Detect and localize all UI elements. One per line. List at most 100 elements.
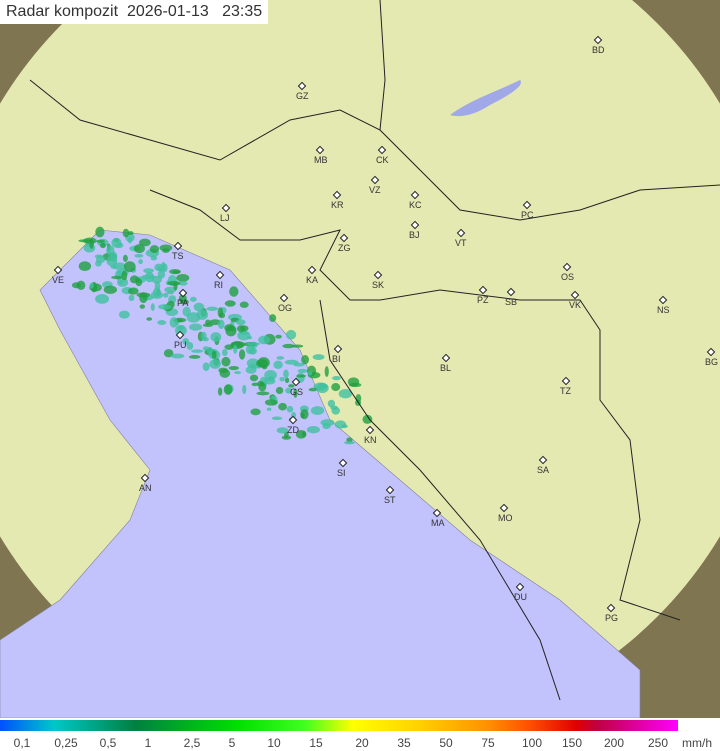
city-marker: GZ xyxy=(296,81,309,101)
city-marker: SI xyxy=(337,458,348,478)
rain-cell xyxy=(247,336,253,340)
rain-cell xyxy=(118,280,124,284)
rain-cell xyxy=(239,301,249,308)
city-label: GS xyxy=(290,387,303,397)
rain-cell xyxy=(128,294,135,302)
rain-cell xyxy=(139,292,148,304)
rain-cell xyxy=(291,344,304,348)
legend-label: 35 xyxy=(397,736,411,750)
city-label: VK xyxy=(569,300,581,310)
rain-cell xyxy=(122,254,128,262)
city-diamond-icon xyxy=(562,262,572,272)
legend-label: 250 xyxy=(647,736,669,750)
rain-cell xyxy=(288,384,295,388)
rain-cell xyxy=(111,237,122,248)
city-label: BL xyxy=(440,363,451,373)
rain-cell xyxy=(221,349,228,356)
rain-cell xyxy=(162,263,168,273)
legend-label: 75 xyxy=(481,736,495,750)
city-marker: BL xyxy=(440,353,451,373)
rain-cell xyxy=(202,346,210,351)
rain-cell xyxy=(176,274,190,282)
rain-cell xyxy=(306,426,320,434)
city-marker: MO xyxy=(498,503,513,523)
city-diamond-icon xyxy=(365,425,375,435)
rain-cell xyxy=(189,323,203,331)
rain-cell xyxy=(95,294,110,304)
city-diamond-icon xyxy=(279,293,289,303)
rain-cell xyxy=(308,387,318,392)
legend-label: 150 xyxy=(561,736,583,750)
rain-cell xyxy=(246,342,260,346)
city-marker: MB xyxy=(314,145,328,165)
city-marker: BI xyxy=(332,344,343,364)
city-label: SI xyxy=(337,468,346,478)
rain-cell xyxy=(146,317,153,321)
city-label: DU xyxy=(514,592,527,602)
rain-cell xyxy=(78,261,92,272)
city-diamond-icon xyxy=(561,376,571,386)
rain-cell xyxy=(293,388,298,398)
city-label: TZ xyxy=(560,386,571,396)
rain-cell xyxy=(219,369,231,378)
city-marker: SK xyxy=(372,270,384,290)
rain-cell xyxy=(300,409,309,420)
rain-cell xyxy=(143,268,154,274)
city-diamond-icon xyxy=(140,473,150,483)
rain-cell xyxy=(157,269,166,279)
rain-cell xyxy=(332,376,341,381)
rain-cell xyxy=(202,362,210,372)
city-diamond-icon xyxy=(515,582,525,592)
rain-cell xyxy=(285,329,297,340)
rain-cell xyxy=(169,268,181,275)
rain-cell xyxy=(283,369,289,379)
rain-cell xyxy=(150,303,155,311)
city-label: GZ xyxy=(296,91,309,101)
rain-cell xyxy=(276,356,285,360)
rain-cell xyxy=(157,320,167,326)
rain-cell xyxy=(341,424,348,429)
city-diamond-icon xyxy=(288,415,298,425)
city-marker: SA xyxy=(537,455,549,475)
rain-cell xyxy=(310,406,325,415)
city-diamond-icon xyxy=(706,347,716,357)
rain-cell xyxy=(139,238,151,247)
city-marker: PG xyxy=(605,603,618,623)
radar-map[interactable]: VE TS LJ GZ MB CK VZ KR KC ZG BJ VT PC BD KA SK PZ SB OS VK… xyxy=(0,0,720,718)
city-label: PC xyxy=(521,210,534,220)
city-label: KC xyxy=(409,200,422,210)
city-label: ZG xyxy=(338,243,351,253)
rain-cell xyxy=(162,248,170,253)
city-diamond-icon xyxy=(456,228,466,238)
rain-cell xyxy=(331,406,341,415)
rain-cell xyxy=(296,374,306,378)
rain-cell xyxy=(170,353,185,359)
rain-cell xyxy=(308,371,313,376)
rain-cell xyxy=(164,286,177,293)
adriatic-sea xyxy=(0,229,641,718)
rain-cell xyxy=(233,344,238,354)
city-diamond-icon xyxy=(297,81,307,91)
city-diamond-icon xyxy=(385,485,395,495)
rain-cell xyxy=(228,365,240,371)
city-diamond-icon xyxy=(606,603,616,613)
legend-label: 15 xyxy=(309,736,323,750)
rain-cell xyxy=(234,371,241,375)
city-marker: BJ xyxy=(409,220,420,240)
rain-cell xyxy=(284,377,290,384)
legend-label: 5 xyxy=(228,736,236,750)
city-diamond-icon xyxy=(291,377,301,387)
legend-label: 0,1 xyxy=(13,736,31,750)
rain-cell xyxy=(362,414,373,424)
rain-cell xyxy=(237,330,251,341)
rain-cell xyxy=(217,319,225,330)
rain-cell xyxy=(123,261,136,273)
city-diamond-icon xyxy=(522,200,532,210)
rain-cell xyxy=(180,299,189,305)
rain-cell xyxy=(154,263,164,272)
rain-cell xyxy=(196,309,209,320)
city-diamond-icon xyxy=(315,145,325,155)
rain-cell xyxy=(223,384,233,395)
rain-cell xyxy=(250,408,261,416)
city-marker: VZ xyxy=(369,175,381,195)
